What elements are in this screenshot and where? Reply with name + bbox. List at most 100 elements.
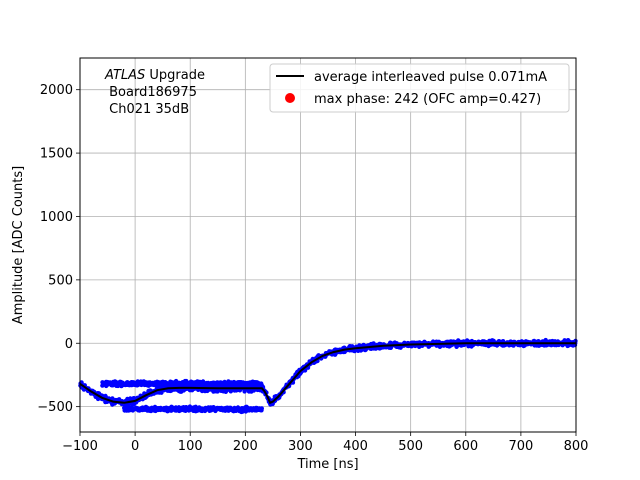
sample-point [130,408,135,413]
sample-point [212,407,217,413]
sample-point [196,379,201,385]
x-tick-label: 800 [564,439,589,454]
plot-area [80,58,576,432]
average-pulse-line [79,342,576,405]
sample-point [255,382,260,387]
sample-point [198,406,203,411]
y-tick-label: 1000 [40,210,73,225]
sample-point [176,408,181,413]
sample-point [536,343,542,348]
x-tick-label: 500 [398,439,423,454]
legend-label-max-phase: max phase: 242 (OFC amp=0.427) [314,92,541,107]
sample-point [211,380,216,385]
plot-frame [79,57,577,433]
sample-point [488,338,493,344]
sample-point [246,389,252,394]
sample-point [141,382,147,387]
x-tick-label: 700 [508,439,533,454]
sample-point [154,407,159,412]
sample-point [149,382,154,387]
sample-point [179,383,185,388]
x-tick-label: 200 [233,439,258,454]
sample-point [491,338,496,344]
x-tick-label: 600 [453,439,478,454]
sample-point [244,380,250,386]
sample-point [240,408,245,413]
annotation-line-1: ATLAS Upgrade [104,68,205,83]
sample-point [177,388,182,394]
y-tick-label: 0 [65,337,73,352]
sample-point [157,406,163,412]
sample-point [203,406,209,411]
sample-point [228,382,234,387]
sample-point [144,405,149,411]
sample-point [123,382,128,388]
legend: average interleaved pulse 0.071mA max ph… [269,63,570,113]
y-axis-label: Amplitude [ADC Counts] [11,166,26,324]
sample-point [247,408,252,413]
x-tick-label: 400 [343,439,368,454]
sample-point [234,381,239,386]
sample-point [137,408,142,413]
sample-point [154,379,160,384]
sample-point [350,344,355,349]
sample-point [110,381,116,386]
sample-point [213,383,219,389]
sample-point [187,405,193,411]
sample-point [242,389,247,394]
sample-point [116,381,121,387]
sample-point [169,380,175,385]
sample-point [217,380,222,386]
sample-point [101,381,106,387]
sample-point [244,404,249,409]
sample-point [232,388,237,393]
sample-point [140,405,145,410]
sample-point [145,383,151,388]
sample-point [240,380,246,385]
sample-point [208,407,214,412]
legend-label-pulse: average interleaved pulse 0.071mA [314,70,547,85]
sample-point [133,405,139,410]
sample-point [466,344,471,349]
sample-point [137,381,143,386]
sample-point [124,408,129,413]
sample-point [199,383,204,388]
x-tick-label: 0 [131,439,139,454]
sample-point [227,406,232,412]
sample-point [133,380,138,386]
sample-point [565,343,570,349]
x-tick-label: 300 [288,439,313,454]
sample-point [258,408,263,413]
sample-point [164,406,169,411]
sample-point [128,382,134,387]
annotation-board: Board186975 [105,85,197,100]
sample-point [222,379,227,385]
y-tick-label: 1500 [40,147,73,162]
sample-point [235,405,241,410]
y-tick-label: 500 [48,273,73,288]
sample-point [216,406,221,411]
sample-point [158,389,164,395]
y-ticks: −500 0 500 1000 1500 2000 [37,83,80,415]
x-tick-label: −100 [62,439,98,454]
x-tick-label: 100 [178,439,203,454]
upgrade-label: Upgrade [145,68,205,83]
x-ticks: −100 0 100 200 300 400 500 600 700 800 [62,432,588,454]
sample-point [233,408,238,413]
legend-marker-swatch [285,93,295,103]
sample-point [248,383,254,388]
annotation-channel: Ch021 35dB [105,102,189,117]
sample-point [182,408,187,413]
sample-point [206,382,211,387]
sample-point [169,408,174,413]
legend-box [269,63,570,113]
sample-point [193,409,198,414]
sample-point [370,341,375,347]
x-axis-label: Time [ns] [296,457,358,472]
atlas-label: ATLAS [104,68,145,83]
sample-point [164,381,169,386]
y-tick-label: 2000 [40,83,73,98]
y-tick-label: −500 [37,400,73,415]
sample-point [190,380,196,385]
